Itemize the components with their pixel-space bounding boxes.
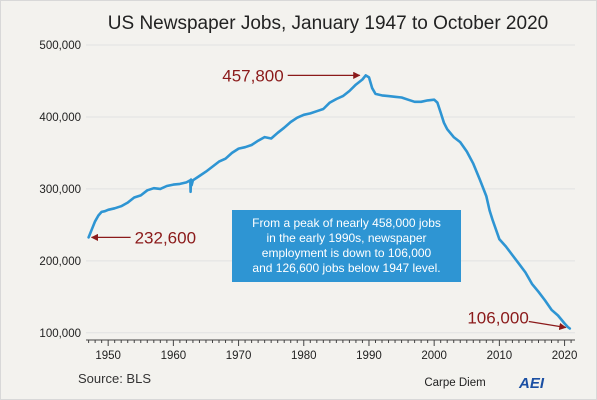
annotation-end-value: 106,000 bbox=[467, 308, 528, 327]
axes: 100,000 200,000 300,000 400,000 500,000 1950 1… bbox=[39, 40, 577, 362]
callout-background bbox=[232, 210, 461, 282]
y-tick-label: 100,000 bbox=[39, 328, 81, 340]
x-tick-label: 1980 bbox=[291, 350, 317, 362]
callout-text-line: From a peak of nearly 458,000 jobs bbox=[252, 216, 441, 230]
y-tick-label: 500,000 bbox=[39, 40, 81, 52]
x-tick-label: 2020 bbox=[552, 350, 578, 362]
chart-title: US Newspaper Jobs, January 1947 to Octob… bbox=[108, 13, 548, 34]
callout-text-line: in the early 1990s, newspaper bbox=[266, 231, 426, 245]
annotation-start-value: 232,600 bbox=[135, 228, 196, 247]
series-line bbox=[87, 74, 572, 330]
y-tick-label: 300,000 bbox=[39, 184, 81, 196]
x-tick-label: 2010 bbox=[487, 350, 513, 362]
y-tick-label: 400,000 bbox=[39, 112, 81, 124]
x-tick-label: 1990 bbox=[356, 350, 382, 362]
annotation-peak-value: 457,800 bbox=[222, 66, 283, 85]
x-tick-label: 2000 bbox=[421, 350, 447, 362]
callout-text-line: employment is down to 106,000 bbox=[262, 246, 432, 260]
annotations: 232,600 457,800 106,000 bbox=[90, 66, 567, 331]
x-tick-label: 1960 bbox=[161, 350, 187, 362]
x-tick-label: 1970 bbox=[226, 350, 252, 362]
source-label: Source: BLS bbox=[78, 371, 151, 386]
brand-label: Carpe Diem bbox=[424, 377, 485, 389]
x-tick-label: 1950 bbox=[95, 350, 121, 362]
series-layer bbox=[87, 74, 572, 330]
callout-text-line: and 126,600 jobs below 1947 level. bbox=[252, 261, 440, 275]
annotation-arrow bbox=[528, 320, 567, 331]
y-tick-label: 200,000 bbox=[39, 256, 81, 268]
aei-logo: AEI bbox=[518, 375, 545, 392]
